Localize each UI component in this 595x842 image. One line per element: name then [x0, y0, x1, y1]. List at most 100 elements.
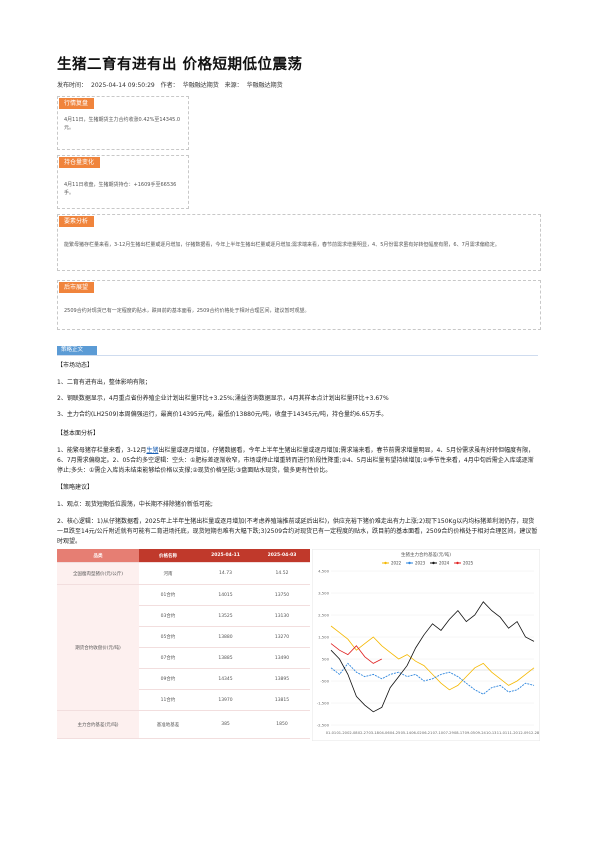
table-category-cell: 主力合约基差(元/吨)	[57, 710, 139, 739]
chart-x-tick-label: 06-02	[411, 731, 421, 735]
chart-y-tick-label: 4,500	[318, 569, 329, 574]
table-header-row: 品类 价格名称 2025-04-11 2025-04-03	[57, 549, 310, 563]
table-row: 全国瘦肉型猪价(元/公斤) 河南 14.73 14.52	[57, 562, 310, 585]
chart-x-tick-label: 11-20	[507, 731, 518, 735]
chart-y-tick-label: -1,500	[317, 701, 330, 706]
table-cell: 14345	[197, 668, 254, 690]
table-cell: 09合约	[139, 668, 197, 690]
publish-time: 2025-04-14 09:50:29	[91, 82, 155, 89]
table-cell: 13750	[254, 584, 310, 606]
table-row: 11合约 13970 13815	[57, 689, 310, 711]
market-item-2: 2、钢联数据显示，4月重点省份养殖企业计划出栏量环比+3.25%;涌益咨询数据显…	[57, 395, 389, 402]
table-cell: 14015	[197, 584, 254, 606]
table-cell: 13270	[254, 626, 310, 648]
article-meta: 发布时间： 2025-04-14 09:50:29 作者： 华融融达期货 来源： 华融…	[57, 80, 287, 89]
chart-y-axis: 4,500 3,500 2,500 1,500 500 -500 -1,500 -2,500	[317, 569, 330, 728]
fundamental-text-end: 出栏量或逐月增加，仔猪数据看，今年上半年生猪出栏量或逐月增加;需求端来看，春节前…	[57, 447, 535, 474]
strategy-item-2: 2、核心逻辑：1)从仔猪数据看，2025年上半年生猪出栏量或逐月增加(不考虑养殖…	[57, 518, 538, 545]
fundamental-heading: 【基本面分析】	[57, 430, 100, 437]
chart-grid	[331, 570, 534, 726]
outlook-tag: 后市展望	[59, 282, 95, 293]
table-cell: 05合约	[139, 626, 197, 648]
chart-series-line-2025	[330, 643, 382, 664]
table-cell: 03合约	[139, 605, 197, 627]
table-cell: 07合约	[139, 647, 197, 669]
chart-series-line-2024	[330, 601, 535, 713]
table-row: 03合约 13525 13130	[57, 605, 310, 627]
strategy-heading: 【策略建议】	[57, 484, 94, 491]
table-cell: 13970	[197, 689, 254, 711]
chart-frame	[312, 549, 540, 741]
outlook-box: 后市展望 2509合约对现货已有一定程度的贴水，跌目前的基本面看，2509合约价…	[57, 280, 541, 330]
chart-series-group	[330, 601, 535, 713]
chart-x-tick-label: 12-28	[529, 731, 540, 735]
table-cell: 13130	[254, 605, 310, 627]
chart-x-tick-label: 03-18	[369, 731, 380, 735]
chart-x-tick-label: 04-06	[379, 731, 390, 735]
price-table: 品类 价格名称 2025-04-11 2025-04-03 全国瘦肉型猪价(元/…	[57, 549, 310, 739]
chart-series-line-2023	[330, 662, 535, 695]
source-name: 华融融达期货	[246, 82, 283, 89]
table-cell: 385	[197, 710, 254, 739]
table-header-cell: 品类	[57, 549, 139, 563]
pig-link[interactable]: 生猪	[146, 447, 159, 454]
position-change-text: 4月11日收盘，生猪期货持仓：+1609手至66536手。	[64, 182, 177, 196]
table-header-cell: 价格名称	[139, 549, 197, 563]
table-cell: 13880	[197, 626, 254, 648]
chart-x-tick-label: 01-20	[336, 731, 347, 735]
fundamental-paragraph: 1、能繁母猪存栏量来看，3-12月生猪出栏量或逐月增加，仔猪数据看，今年上半年生…	[57, 446, 539, 476]
chart-legend-marker	[432, 561, 435, 565]
table-cell: 01合约	[139, 584, 197, 606]
chart-legend-marker	[408, 561, 411, 565]
chart-x-tick-label: 04-25	[390, 731, 400, 735]
analysis-box: 要素分析 能繁母猪存栏量来看，3-12月生猪出栏量或逐月增加，仔猪数据看，今年上…	[57, 214, 541, 271]
chart-legend-label: 2022	[391, 561, 402, 566]
table-cell: 13525	[197, 605, 254, 627]
table-cell: 基准地基差	[139, 710, 197, 739]
source-label: 来源：	[224, 82, 243, 89]
table-cell: 14.52	[254, 562, 310, 585]
chart-y-tick-label: 2,500	[318, 613, 329, 618]
chart-x-tick-label: 05-14	[401, 731, 412, 735]
chart-legend-label: 2024	[439, 561, 450, 566]
market-review-tag: 行情复盘	[59, 98, 95, 109]
section-divider	[57, 355, 538, 356]
publish-label: 发布时间：	[57, 82, 88, 89]
chart-legend: 2022 2023 2024 2025	[382, 561, 474, 566]
table-category-cell: 全国瘦肉型猪价(元/公斤)	[57, 562, 139, 585]
table-cell: 13885	[197, 647, 254, 669]
table-category-cell: 期货合约收盘价(元/吨)	[57, 584, 139, 711]
table-cell: 11合约	[139, 689, 197, 711]
chart-series-line-2022	[330, 625, 535, 691]
analysis-text: 能繁母猪存栏量来看，3-12月生猪出栏量或逐月增加，仔猪数据看，今年上半年生猪出…	[64, 242, 500, 248]
chart-x-tick-label: 07-10	[433, 731, 444, 735]
market-item-3: 3、主力合约(LH2509)本周偏强运行，最高价14395元/吨，最低价1388…	[57, 411, 388, 418]
outlook-text: 2509合约对现货已有一定程度的贴水，跌目前的基本面看，2509合约价格处于相对…	[64, 308, 310, 314]
chart-x-tick-label: 01-01	[326, 731, 336, 735]
article-title: 生猪二育有进有出 价格短期低位震荡	[57, 57, 303, 73]
chart-legend-marker	[384, 561, 387, 565]
author-name: 华融融达期货	[182, 82, 219, 89]
chart-x-tick-label: 02-08	[347, 731, 358, 735]
table-row: 07合约 13885 13490	[57, 647, 310, 669]
market-heading: 【市场动态】	[57, 362, 94, 369]
chart-x-tick-label: 08-17	[454, 731, 464, 735]
chart-legend-marker	[456, 561, 459, 565]
table-cell: 13895	[254, 668, 310, 690]
chart-legend-label: 2023	[415, 561, 426, 566]
market-item-1: 1、二育有进有出，整体影响有限；	[57, 379, 151, 386]
table-row: 05合约 13880 13270	[57, 626, 310, 648]
table-row: 期货合约收盘价(元/吨) 01合约 14015 13750	[57, 584, 310, 711]
chart-x-tick-label: 12-09	[518, 731, 529, 735]
table-cell: 1850	[254, 710, 310, 739]
table-cell: 河南	[139, 562, 197, 585]
analysis-tag: 要素分析	[59, 216, 95, 227]
chart-y-tick-label: 3,500	[318, 591, 329, 596]
author-label: 作者：	[160, 82, 179, 89]
chart-x-tick-label: 11-01	[497, 731, 507, 735]
table-cell: 13490	[254, 647, 310, 669]
table-header-cell: 2025-04-03	[254, 549, 310, 563]
fundamental-text-start: 1、能繁母猪存栏量来看，3-12月	[57, 447, 147, 454]
chart-x-tick-label: 09-24	[475, 731, 486, 735]
table-row: 09合约 14345 13895	[57, 668, 310, 690]
